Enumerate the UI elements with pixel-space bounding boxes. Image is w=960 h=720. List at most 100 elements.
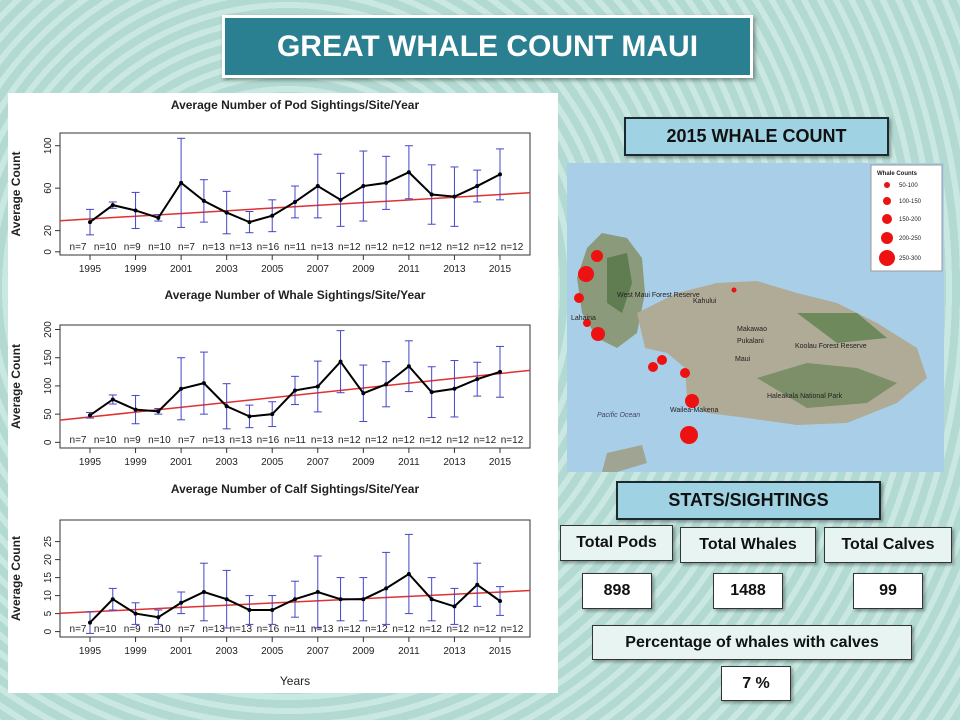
point <box>110 597 115 602</box>
map-title: 2015 WHALE COUNT <box>624 117 889 156</box>
point <box>179 180 184 185</box>
sample-size-label: n=13 <box>311 624 334 635</box>
sample-size-label: n=12 <box>392 435 415 446</box>
point <box>498 369 502 374</box>
stat-value: 1488 <box>713 573 783 609</box>
sample-size-label: n=10 <box>94 435 117 446</box>
slide-title: GREAT WHALE COUNT MAUI <box>222 15 753 78</box>
x-tick-label: 2011 <box>398 457 420 468</box>
legend-title: Whale Counts <box>877 171 918 177</box>
x-tick-label: 2003 <box>216 646 239 657</box>
x-tick-label: 2013 <box>443 264 466 275</box>
place-label: Haleakala National Park <box>767 393 843 400</box>
point <box>361 391 366 396</box>
point <box>315 384 320 389</box>
sample-size-label: n=9 <box>124 435 141 446</box>
sample-size-label: n=12 <box>338 624 361 635</box>
point <box>475 582 480 587</box>
sample-size-label: n=12 <box>474 435 497 446</box>
sample-size-label: n=13 <box>229 435 252 446</box>
sample-size-label: n=12 <box>338 242 361 253</box>
x-tick-label: 1999 <box>124 264 147 275</box>
sample-size-label: n=12 <box>474 624 497 635</box>
sighting-bubble <box>657 355 667 365</box>
point <box>247 608 252 612</box>
x-tick-label: 2011 <box>398 646 420 657</box>
y-tick-label: 10 <box>43 590 54 602</box>
point <box>293 388 297 393</box>
point <box>110 203 115 208</box>
sample-size-label: n=12 <box>338 435 361 446</box>
legend-label: 150-200 <box>899 217 922 223</box>
point <box>361 597 366 602</box>
y-tick-label: 0 <box>43 249 54 255</box>
sample-size-label: n=12 <box>365 242 388 253</box>
point <box>270 213 275 218</box>
place-label: Pacific Ocean <box>597 412 640 419</box>
sample-size-label: n=7 <box>178 242 195 253</box>
sample-size-label: n=13 <box>311 242 334 253</box>
place-label: Maui <box>735 356 751 363</box>
sample-size-label: n=7 <box>178 435 195 446</box>
kahoolawe <box>602 445 647 472</box>
legend-bubble <box>882 214 892 224</box>
sample-size-label: n=16 <box>257 242 280 253</box>
sample-size-label: n=7 <box>70 435 87 446</box>
sample-size-label: n=13 <box>229 242 252 253</box>
place-label: Makawao <box>737 326 767 333</box>
sighting-bubble <box>680 426 698 444</box>
haleakala <box>757 363 897 408</box>
y-axis-label: Average Count <box>9 152 23 237</box>
map: West Maui Forest Reserve Lahaina Kahului… <box>567 163 944 472</box>
point <box>293 199 297 204</box>
x-tick-label: 2007 <box>307 646 330 657</box>
place-label: West Maui Forest Reserve <box>617 292 700 299</box>
x-tick-label: 2009 <box>352 457 375 468</box>
point <box>315 590 320 594</box>
x-tick-label: 2005 <box>261 457 284 468</box>
place-label: Koolau Forest Reserve <box>795 343 867 350</box>
point <box>133 611 138 616</box>
x-tick-label: 2013 <box>443 646 466 657</box>
y-axis-label: Average Count <box>9 344 23 429</box>
x-tick-label: 2015 <box>489 646 512 657</box>
sample-size-label: n=10 <box>148 435 171 446</box>
point <box>224 404 229 409</box>
legend-bubble <box>883 197 891 205</box>
place-label: Wailea-Makena <box>670 407 718 414</box>
y-tick-label: 25 <box>43 536 54 548</box>
x-tick-label: 2001 <box>170 457 193 468</box>
koolau-forest <box>797 313 887 343</box>
legend-label: 100-150 <box>899 199 922 205</box>
sample-size-label: n=11 <box>284 624 306 635</box>
y-tick-label: 50 <box>43 408 54 420</box>
x-tick-label: 2013 <box>443 457 466 468</box>
x-tick-label: 2003 <box>216 264 239 275</box>
point <box>224 597 229 602</box>
point <box>498 172 502 177</box>
legend-label: 200-250 <box>899 236 922 242</box>
sample-size-label: n=12 <box>419 624 442 635</box>
point <box>429 390 434 395</box>
sample-size-label: n=16 <box>257 624 280 635</box>
y-tick-label: 0 <box>43 439 54 445</box>
x-tick-label: 1995 <box>79 264 102 275</box>
sighting-bubble <box>680 368 690 378</box>
point <box>247 414 252 419</box>
sample-size-label: n=11 <box>284 242 306 253</box>
point <box>201 590 206 594</box>
west-maui-forest <box>607 253 632 313</box>
sighting-bubble <box>648 362 658 372</box>
legend-bubble <box>881 232 893 244</box>
sample-size-label: n=12 <box>365 435 388 446</box>
point <box>156 215 161 220</box>
sample-size-label: n=12 <box>501 435 524 446</box>
point <box>452 194 457 199</box>
sighting-bubble <box>574 293 584 303</box>
sample-size-label: n=13 <box>202 242 225 253</box>
point <box>247 220 252 225</box>
x-tick-label: 2009 <box>352 646 375 657</box>
sighting-bubble <box>591 327 605 341</box>
y-tick-label: 15 <box>43 572 54 584</box>
